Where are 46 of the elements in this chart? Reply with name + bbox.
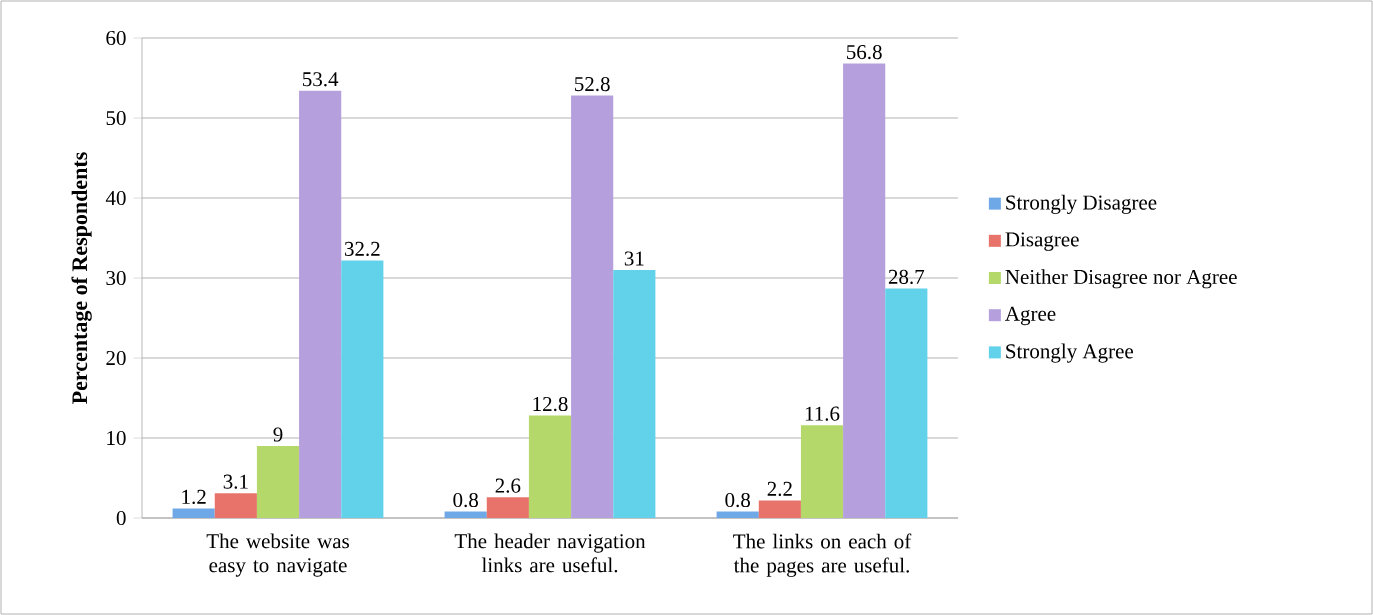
y-tick-label: 60 — [106, 30, 126, 46]
bar — [800, 425, 844, 518]
data-label: 1.2 — [182, 489, 206, 505]
y-tick-label: 20 — [106, 350, 126, 366]
bar — [172, 508, 215, 518]
legend-label: Strongly Agree — [1006, 343, 1134, 363]
legend-label: Disagree — [1005, 232, 1079, 251]
y-tick-label: 10 — [107, 430, 126, 446]
legend-label: Agree — [1005, 306, 1056, 326]
bar — [444, 511, 487, 518]
legend-label: Strongly Disagree — [1006, 194, 1157, 214]
bar — [571, 95, 614, 518]
data-label: 3.1 — [223, 474, 248, 489]
y-axis-title: Percentage of Respondents — [71, 152, 92, 404]
bar — [716, 511, 759, 518]
data-label: 28.7 — [888, 269, 925, 285]
y-tick-label: 40 — [105, 190, 126, 206]
data-label: 9 — [273, 427, 283, 442]
y-tick-label: 0 — [116, 510, 126, 526]
x-tick-label: The website was easy to navigate — [206, 533, 349, 577]
bar — [486, 497, 529, 518]
data-label: 11.6 — [805, 406, 840, 421]
data-label: 31 — [624, 251, 644, 266]
bar — [528, 415, 572, 518]
data-label: 2.6 — [495, 478, 521, 493]
data-label: 52.8 — [575, 76, 610, 92]
data-label: 32.2 — [344, 241, 380, 257]
bar — [843, 63, 886, 518]
data-label: 0.8 — [725, 492, 750, 508]
bar — [341, 260, 384, 518]
data-label: 56.8 — [847, 44, 882, 60]
bar — [256, 446, 300, 518]
legend-label: Neither Disagree nor Agree — [1005, 269, 1237, 289]
data-label: 53.4 — [303, 72, 339, 87]
bar — [885, 288, 928, 518]
bar — [214, 493, 257, 518]
bar — [613, 270, 656, 518]
y-tick-label: 30 — [106, 270, 126, 286]
x-tick-label: The header navigation links are useful. — [454, 533, 646, 573]
y-tick-label: 50 — [106, 110, 126, 126]
data-label: 12.8 — [533, 396, 568, 412]
data-label: 0.8 — [453, 492, 478, 508]
x-tick-label: The links on each of the pages are useful. — [733, 533, 912, 577]
bar — [299, 90, 342, 518]
bar — [758, 500, 801, 518]
data-label: 2.2 — [767, 481, 792, 497]
